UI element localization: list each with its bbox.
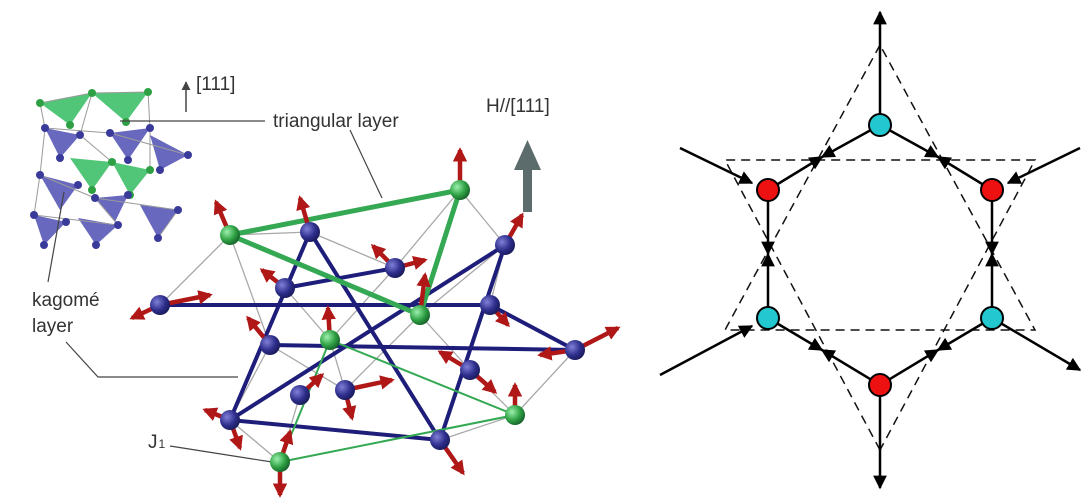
triangular-bonds-thick xyxy=(227,187,463,318)
triangular-bonds-thin xyxy=(279,339,516,463)
triangular-layer-label: triangular layer xyxy=(273,111,399,132)
kagome-label-line2: layer xyxy=(32,316,74,337)
field-arrow xyxy=(514,140,541,212)
kagome-sites xyxy=(150,222,585,450)
coupling-symbol: J xyxy=(148,432,158,453)
spin-arrows-hexagon xyxy=(761,123,999,387)
cyan-site xyxy=(756,306,780,330)
dashed-triangles xyxy=(723,43,1037,452)
right-panel xyxy=(659,10,1082,490)
cyan-site xyxy=(868,113,892,137)
field-direction-label: H//[111] xyxy=(486,96,550,117)
inset-faces xyxy=(34,92,188,245)
axis-111-label: [111] xyxy=(196,74,235,95)
coupling-j1-leader xyxy=(169,445,273,463)
coupling-j1-label: J1 xyxy=(148,432,166,453)
inset-bonds xyxy=(33,91,189,239)
right-sites xyxy=(756,113,1004,397)
inset-sites xyxy=(30,88,192,249)
cyan-site xyxy=(980,306,1004,330)
red-site xyxy=(756,178,780,202)
kagome-bonds xyxy=(158,230,577,442)
spin-arrows-outer xyxy=(659,10,1082,490)
left-panel: [111] triangular layer H//[111] kagomé l… xyxy=(30,74,621,498)
triangular-sites xyxy=(220,180,525,472)
inset-pyrochlore-structure xyxy=(30,88,192,249)
red-site xyxy=(980,178,1004,202)
main-lattice xyxy=(129,147,621,498)
triangular-layer-leader xyxy=(120,120,383,199)
kagome-label-line1: kagomé xyxy=(32,290,100,311)
red-site xyxy=(868,373,892,397)
coupling-index: 1 xyxy=(159,437,166,451)
kagome-layer-leader xyxy=(47,191,238,378)
